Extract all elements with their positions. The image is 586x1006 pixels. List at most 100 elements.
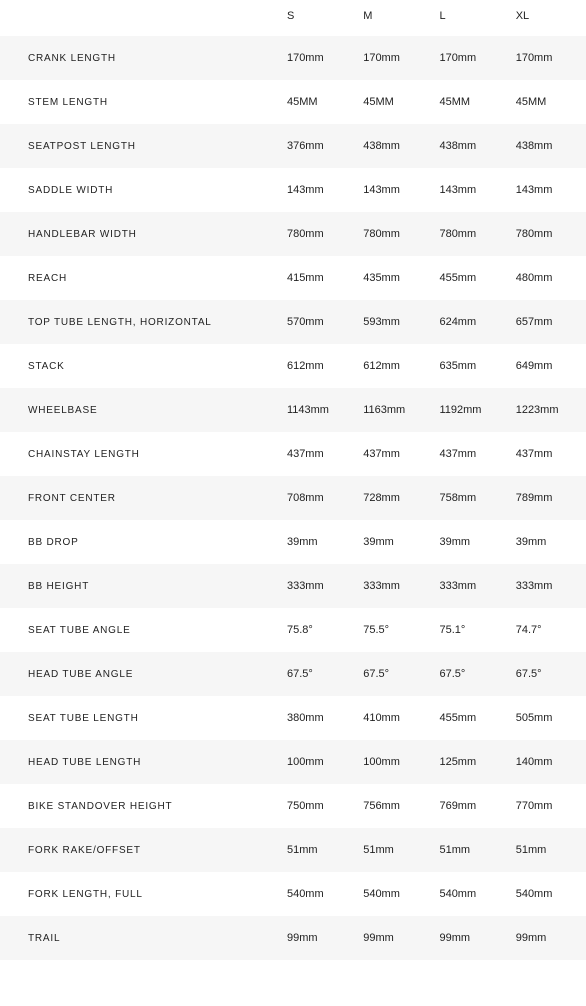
spec-value: 657mm	[510, 300, 586, 344]
table-row: FRONT CENTER708mm728mm758mm789mm	[0, 476, 586, 520]
spec-label: REACH	[0, 256, 281, 300]
table-row: SADDLE WIDTH143mm143mm143mm143mm	[0, 168, 586, 212]
table-row: CRANK LENGTH170mm170mm170mm170mm	[0, 36, 586, 80]
table-row: BB DROP39mm39mm39mm39mm	[0, 520, 586, 564]
spec-value: 540mm	[433, 872, 509, 916]
spec-value: 67.5°	[433, 652, 509, 696]
spec-value: 437mm	[357, 432, 433, 476]
spec-value: 170mm	[357, 36, 433, 80]
spec-value: 1163mm	[357, 388, 433, 432]
spec-value: 143mm	[281, 168, 357, 212]
spec-value: 67.5°	[510, 652, 586, 696]
spec-value: 67.5°	[281, 652, 357, 696]
spec-value: 99mm	[433, 916, 509, 960]
spec-value: 649mm	[510, 344, 586, 388]
spec-value: 75.8°	[281, 608, 357, 652]
spec-value: 789mm	[510, 476, 586, 520]
spec-value: 1143mm	[281, 388, 357, 432]
header-size-l: L	[433, 0, 509, 36]
spec-value: 612mm	[357, 344, 433, 388]
spec-value: 39mm	[357, 520, 433, 564]
spec-label: HANDLEBAR WIDTH	[0, 212, 281, 256]
table-row: FORK RAKE/OFFSET51mm51mm51mm51mm	[0, 828, 586, 872]
spec-value: 74.7°	[510, 608, 586, 652]
spec-value: 728mm	[357, 476, 433, 520]
spec-value: 45MM	[433, 80, 509, 124]
header-spec-empty	[0, 0, 281, 36]
spec-value: 505mm	[510, 696, 586, 740]
spec-value: 438mm	[510, 124, 586, 168]
spec-label: SEATPOST LENGTH	[0, 124, 281, 168]
table-row: WHEELBASE1143mm1163mm1192mm1223mm	[0, 388, 586, 432]
spec-value: 1192mm	[433, 388, 509, 432]
spec-value: 437mm	[510, 432, 586, 476]
spec-value: 756mm	[357, 784, 433, 828]
spec-value: 333mm	[510, 564, 586, 608]
spec-label: CRANK LENGTH	[0, 36, 281, 80]
spec-value: 593mm	[357, 300, 433, 344]
table-row: SEAT TUBE ANGLE75.8°75.5°75.1°74.7°	[0, 608, 586, 652]
table-header: S M L XL	[0, 0, 586, 36]
spec-value: 435mm	[357, 256, 433, 300]
spec-label: HEAD TUBE ANGLE	[0, 652, 281, 696]
spec-value: 333mm	[281, 564, 357, 608]
spec-value: 100mm	[357, 740, 433, 784]
spec-value: 480mm	[510, 256, 586, 300]
spec-label: WHEELBASE	[0, 388, 281, 432]
table-row: TRAIL99mm99mm99mm99mm	[0, 916, 586, 960]
spec-value: 125mm	[433, 740, 509, 784]
spec-label: STACK	[0, 344, 281, 388]
spec-value: 51mm	[357, 828, 433, 872]
spec-value: 437mm	[281, 432, 357, 476]
spec-value: 170mm	[510, 36, 586, 80]
spec-value: 99mm	[357, 916, 433, 960]
table-row: HANDLEBAR WIDTH780mm780mm780mm780mm	[0, 212, 586, 256]
table-row: REACH415mm435mm455mm480mm	[0, 256, 586, 300]
spec-value: 75.5°	[357, 608, 433, 652]
spec-label: BB DROP	[0, 520, 281, 564]
spec-value: 67.5°	[357, 652, 433, 696]
spec-label: STEM LENGTH	[0, 80, 281, 124]
table-row: CHAINSTAY LENGTH437mm437mm437mm437mm	[0, 432, 586, 476]
spec-label: BIKE STANDOVER HEIGHT	[0, 784, 281, 828]
spec-label: SADDLE WIDTH	[0, 168, 281, 212]
spec-value: 780mm	[357, 212, 433, 256]
spec-value: 143mm	[433, 168, 509, 212]
spec-value: 570mm	[281, 300, 357, 344]
header-size-xl: XL	[510, 0, 586, 36]
spec-value: 99mm	[510, 916, 586, 960]
spec-value: 770mm	[510, 784, 586, 828]
table-row: HEAD TUBE LENGTH100mm100mm125mm140mm	[0, 740, 586, 784]
table-body: CRANK LENGTH170mm170mm170mm170mmSTEM LEN…	[0, 36, 586, 960]
spec-value: 455mm	[433, 696, 509, 740]
table-row: BIKE STANDOVER HEIGHT750mm756mm769mm770m…	[0, 784, 586, 828]
spec-value: 143mm	[510, 168, 586, 212]
spec-value: 540mm	[510, 872, 586, 916]
spec-label: BB HEIGHT	[0, 564, 281, 608]
table-row: SEATPOST LENGTH376mm438mm438mm438mm	[0, 124, 586, 168]
spec-value: 333mm	[357, 564, 433, 608]
spec-value: 45MM	[281, 80, 357, 124]
table-row: STACK612mm612mm635mm649mm	[0, 344, 586, 388]
spec-value: 143mm	[357, 168, 433, 212]
spec-value: 750mm	[281, 784, 357, 828]
spec-value: 438mm	[357, 124, 433, 168]
table-row: SEAT TUBE LENGTH380mm410mm455mm505mm	[0, 696, 586, 740]
table-row: BB HEIGHT333mm333mm333mm333mm	[0, 564, 586, 608]
spec-value: 99mm	[281, 916, 357, 960]
spec-value: 39mm	[281, 520, 357, 564]
spec-value: 612mm	[281, 344, 357, 388]
spec-value: 708mm	[281, 476, 357, 520]
spec-value: 624mm	[433, 300, 509, 344]
spec-label: HEAD TUBE LENGTH	[0, 740, 281, 784]
spec-value: 1223mm	[510, 388, 586, 432]
spec-value: 410mm	[357, 696, 433, 740]
spec-label: TRAIL	[0, 916, 281, 960]
table-row: STEM LENGTH45MM45MM45MM45MM	[0, 80, 586, 124]
spec-value: 769mm	[433, 784, 509, 828]
spec-value: 376mm	[281, 124, 357, 168]
spec-value: 455mm	[433, 256, 509, 300]
spec-value: 415mm	[281, 256, 357, 300]
spec-value: 51mm	[433, 828, 509, 872]
spec-value: 100mm	[281, 740, 357, 784]
